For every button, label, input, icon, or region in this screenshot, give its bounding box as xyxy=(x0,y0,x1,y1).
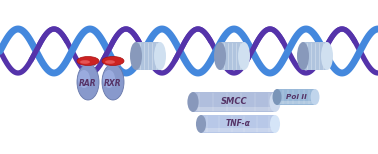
Ellipse shape xyxy=(214,42,226,70)
Ellipse shape xyxy=(77,64,99,100)
Ellipse shape xyxy=(105,60,115,64)
Ellipse shape xyxy=(80,60,90,64)
Bar xyxy=(277,101,315,104)
Ellipse shape xyxy=(270,115,280,133)
Ellipse shape xyxy=(130,42,142,70)
Ellipse shape xyxy=(196,115,206,133)
Ellipse shape xyxy=(105,63,121,67)
Text: RAR: RAR xyxy=(79,79,97,87)
Bar xyxy=(201,115,275,133)
Text: Pol II: Pol II xyxy=(285,94,307,100)
Bar xyxy=(193,107,275,111)
Text: TNF-α: TNF-α xyxy=(226,120,251,128)
Ellipse shape xyxy=(80,63,96,67)
Ellipse shape xyxy=(77,57,99,65)
Ellipse shape xyxy=(102,64,124,100)
Ellipse shape xyxy=(187,92,198,112)
Ellipse shape xyxy=(310,89,319,105)
Bar xyxy=(303,42,327,70)
Ellipse shape xyxy=(321,42,333,70)
Ellipse shape xyxy=(78,70,90,88)
Bar xyxy=(220,42,244,70)
Bar xyxy=(136,42,160,70)
Ellipse shape xyxy=(273,89,282,105)
Ellipse shape xyxy=(238,42,250,70)
Ellipse shape xyxy=(270,92,280,112)
Ellipse shape xyxy=(102,57,124,65)
Text: RXR: RXR xyxy=(104,79,122,87)
Bar xyxy=(277,89,315,105)
Bar xyxy=(201,128,275,132)
Ellipse shape xyxy=(297,42,309,70)
Ellipse shape xyxy=(103,70,115,88)
Ellipse shape xyxy=(154,42,166,70)
Text: SMCC: SMCC xyxy=(221,97,247,107)
Bar xyxy=(193,92,275,112)
